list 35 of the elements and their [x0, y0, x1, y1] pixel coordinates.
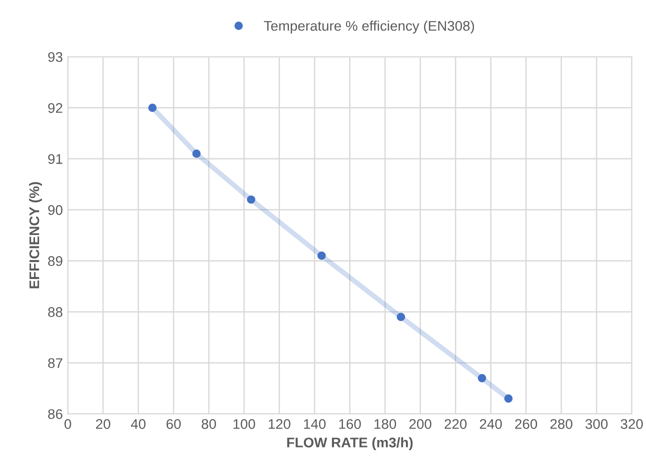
x-tick-label: 120	[268, 419, 290, 429]
x-tick-label: 200	[409, 419, 432, 429]
x-tick-label: 20	[96, 419, 110, 429]
point	[192, 150, 201, 158]
x-tick-label: 180	[374, 419, 396, 429]
x-tick-label: 100	[234, 419, 256, 429]
x-tick-label: 80	[202, 419, 216, 429]
x-axis-title: FLOW RATE (m3/h)	[287, 437, 413, 450]
point	[504, 394, 513, 403]
y-tick-label: 91	[48, 154, 62, 164]
y-tick-label: 89	[48, 256, 62, 266]
point	[317, 252, 326, 260]
legend-label: Temperature % efficiency (EN308)	[264, 20, 474, 34]
point	[246, 195, 256, 204]
y-tick-label: 86	[48, 409, 62, 420]
y-axis-title: EFFICIENCY (%)	[29, 182, 42, 288]
x-tick-label: 220	[444, 419, 467, 429]
x-tick-label: 260	[515, 419, 538, 429]
x-tick-label: 160	[339, 419, 361, 429]
x-tick-label: 60	[166, 419, 181, 429]
y-tick-label: 88	[48, 307, 62, 318]
x-tick-label: 280	[550, 419, 572, 429]
x-tick-label: 140	[304, 419, 326, 429]
x-tick-label: 240	[480, 419, 502, 429]
x-tick-label: 40	[130, 419, 146, 429]
x-tick-label: 320	[620, 419, 643, 429]
point	[396, 312, 406, 322]
x-tick-label: 300	[585, 419, 608, 429]
y-tick-label: 93	[48, 52, 62, 62]
point	[148, 104, 157, 112]
y-tick-label: 90	[48, 205, 62, 215]
y-tick-label: 87	[48, 358, 62, 368]
y-tick-label: 92	[48, 103, 62, 113]
x-tick-label: 0	[64, 419, 72, 429]
point	[478, 374, 486, 382]
